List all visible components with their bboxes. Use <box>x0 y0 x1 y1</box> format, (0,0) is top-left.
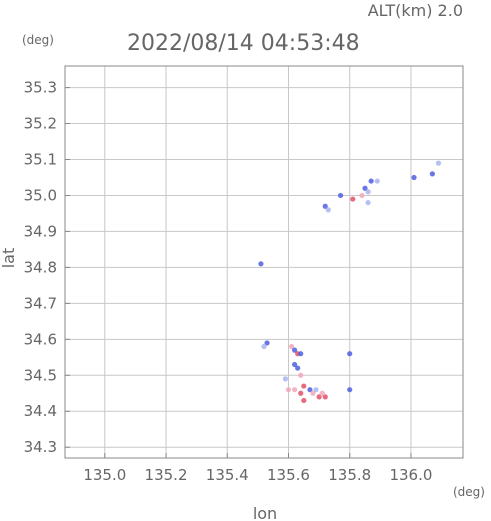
data-point <box>298 372 304 378</box>
y-tick-label: 35.2 <box>24 115 57 133</box>
data-point <box>322 394 328 400</box>
data-point <box>362 185 368 191</box>
grid <box>65 66 463 458</box>
x-tick-label: 135.6 <box>267 466 310 484</box>
y-tick-label: 34.9 <box>24 222 57 240</box>
data-point <box>313 387 319 393</box>
data-point <box>288 343 295 350</box>
data-point <box>310 390 316 396</box>
data-point <box>301 397 307 404</box>
data-point <box>282 376 289 382</box>
data-point <box>374 178 380 184</box>
y-axis-label: lat <box>0 248 18 269</box>
y-tick-label: 34.5 <box>24 366 57 384</box>
data-point <box>350 196 356 202</box>
data-point <box>365 189 371 195</box>
x-tick-label: 135.4 <box>206 466 249 484</box>
data-point <box>307 387 313 393</box>
x-tick-label: 135.8 <box>328 466 371 484</box>
data-point <box>411 174 417 181</box>
x-tick-label: 135.0 <box>83 466 126 484</box>
y-tick-label: 35.0 <box>24 186 57 204</box>
data-point <box>298 351 304 357</box>
data-point <box>359 192 365 199</box>
data-points <box>258 160 442 404</box>
data-point <box>435 160 442 166</box>
x-axis-label: lon <box>253 504 277 521</box>
alt-label: ALT(km) 2.0 <box>368 1 463 20</box>
y-tick-label: 34.3 <box>24 438 57 456</box>
y-tick-label: 35.1 <box>24 151 57 169</box>
data-point <box>368 178 374 184</box>
x-unit-label: (deg) <box>453 485 485 499</box>
data-point <box>347 387 353 393</box>
y-tick-label: 35.3 <box>24 79 57 97</box>
data-point <box>258 261 264 267</box>
data-point <box>264 340 270 346</box>
y-tick-label: 34.7 <box>24 294 57 312</box>
y-tick-label: 34.8 <box>24 258 57 276</box>
data-point <box>429 171 435 177</box>
data-point <box>337 192 344 199</box>
data-point <box>316 394 322 400</box>
data-point <box>325 207 331 213</box>
data-point <box>298 390 304 396</box>
y-unit-label: (deg) <box>22 33 54 47</box>
data-point <box>319 390 325 396</box>
data-point <box>292 361 298 368</box>
timestamp-title: 2022/08/14 04:53:48 <box>127 31 360 56</box>
data-point <box>292 387 298 393</box>
y-tick-label: 34.4 <box>24 402 57 420</box>
data-point <box>285 387 292 393</box>
data-point <box>295 365 301 371</box>
plot-frame <box>64 65 464 459</box>
data-point <box>347 351 353 357</box>
data-point <box>261 343 267 350</box>
data-point <box>365 200 371 206</box>
tick-labels: 135.0 135.2 135.4 135.6 135.8 136.0 34.3 34.4 34… <box>24 79 433 484</box>
data-point <box>292 347 298 353</box>
data-point <box>322 203 328 209</box>
x-tick-label: 136.0 <box>389 466 432 484</box>
x-tick-label: 135.2 <box>145 466 188 484</box>
data-point <box>301 383 307 389</box>
y-tick-label: 34.6 <box>24 330 57 348</box>
